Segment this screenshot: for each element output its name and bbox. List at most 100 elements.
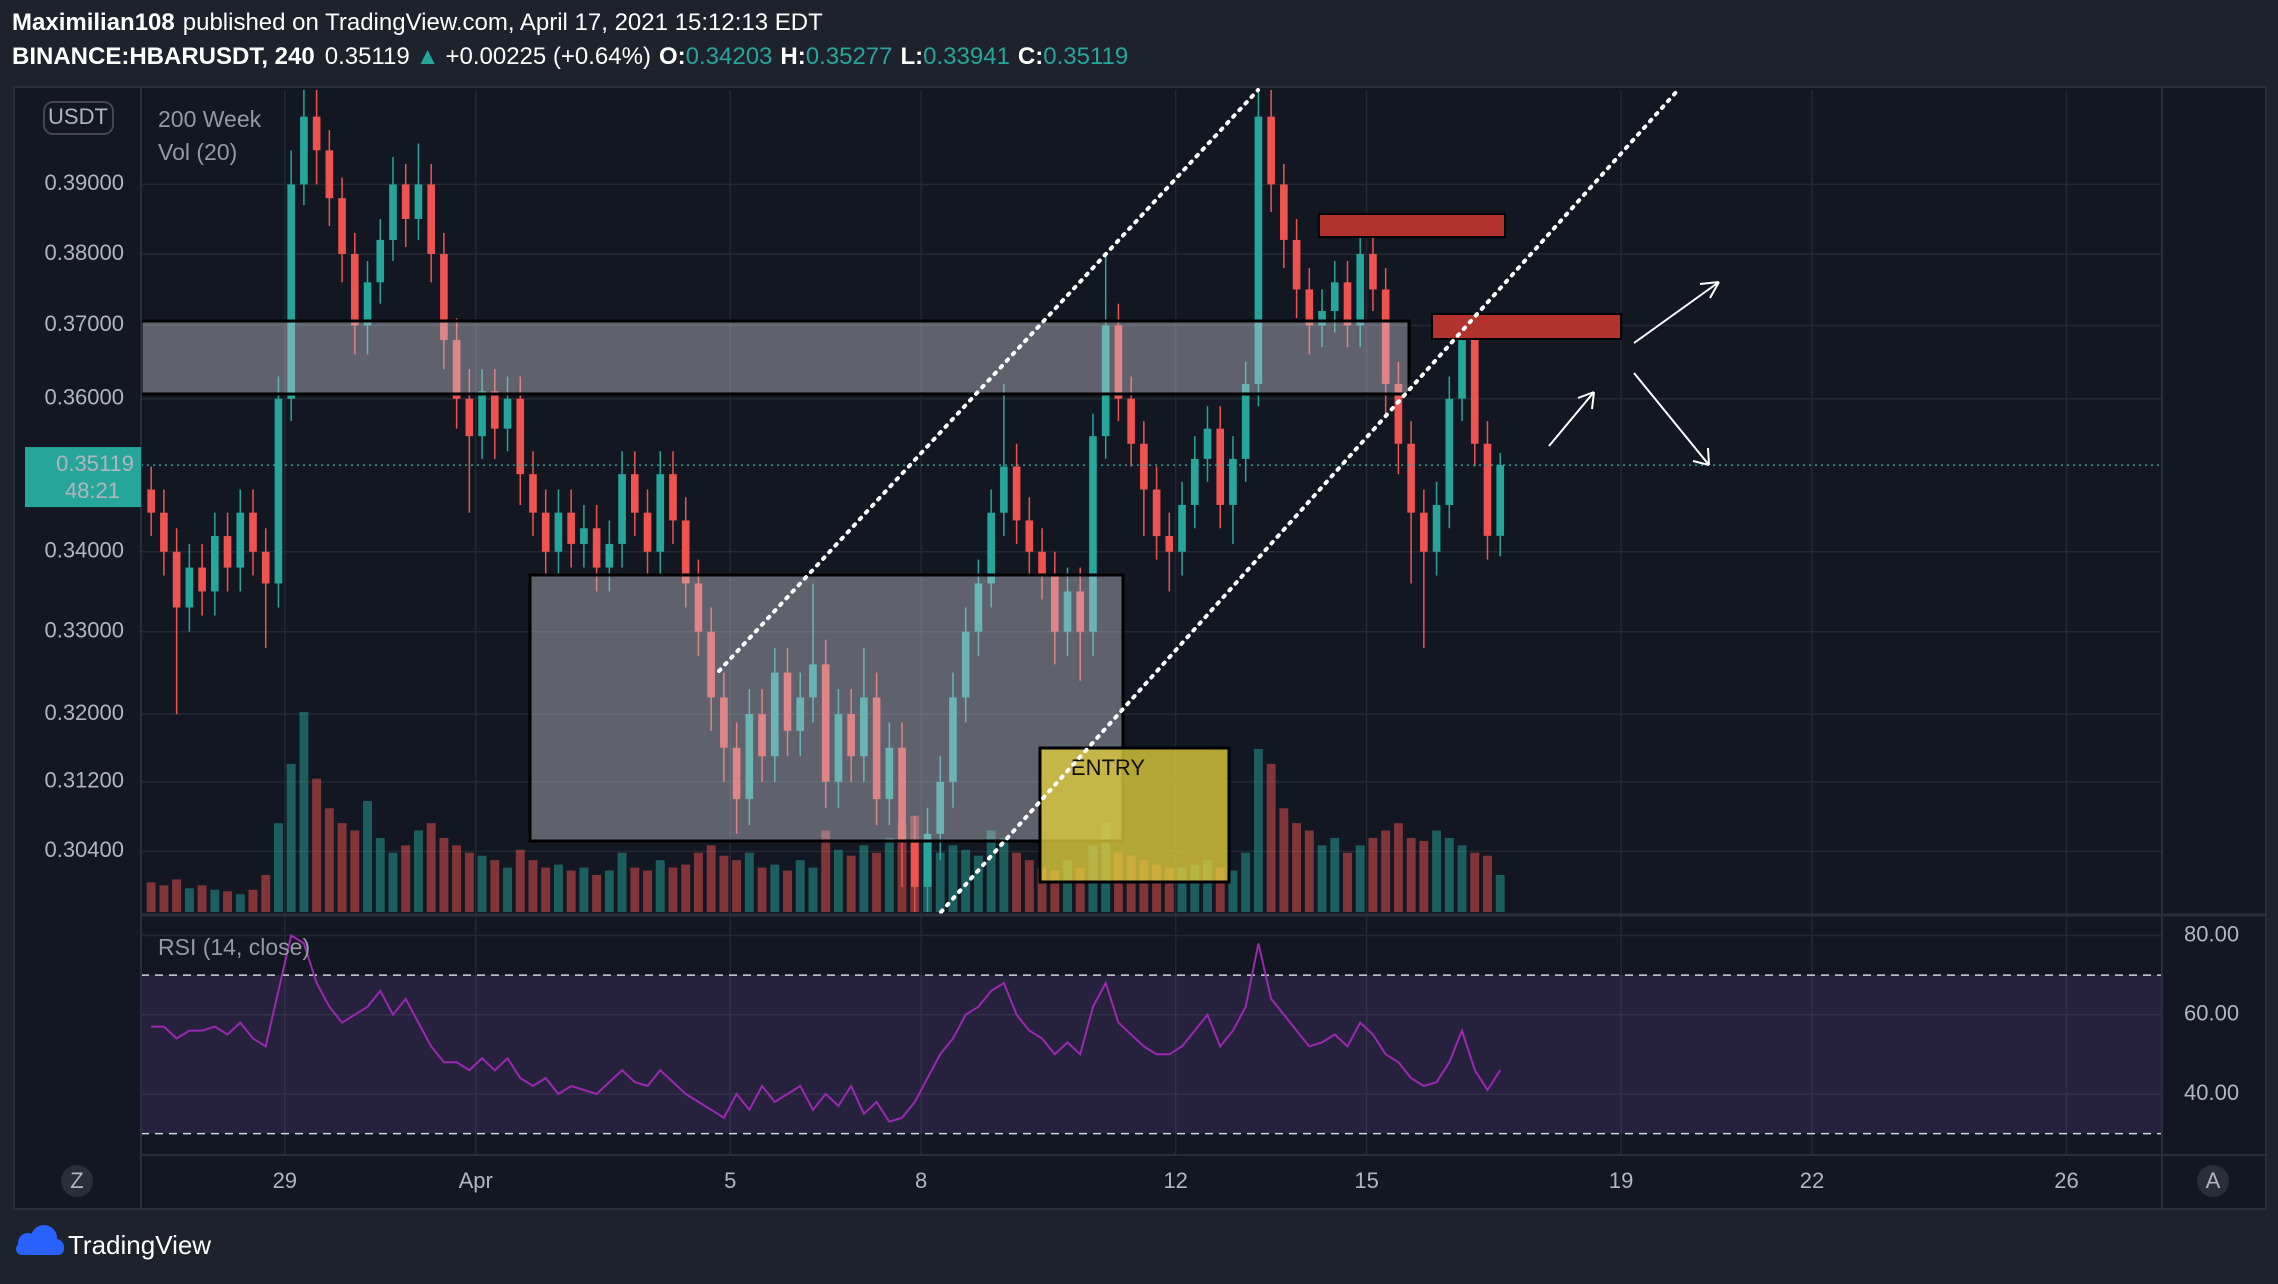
volume-bar [248, 889, 258, 912]
volume-bar [337, 823, 347, 912]
volume-bar [426, 823, 436, 912]
candle-body [618, 474, 626, 544]
last-price: 0.35119 [325, 43, 410, 70]
left-button-label[interactable]: Z [70, 1168, 83, 1193]
currency[interactable]: USDT [48, 104, 108, 129]
volume-bar [1432, 830, 1442, 912]
candle-body [567, 512, 575, 544]
x-tick-label: 15 [1354, 1168, 1378, 1193]
y-tick-label: 0.33000 [44, 618, 124, 643]
volume-bar [286, 763, 296, 912]
candle-body [338, 198, 346, 254]
y-tick-label: 0.32000 [44, 700, 124, 725]
candle-body [630, 474, 639, 513]
volume-bar [1190, 864, 1200, 912]
volume-bar [1406, 837, 1416, 912]
candle-body [1420, 512, 1428, 552]
candle-body [172, 551, 181, 608]
volume-bar [146, 882, 156, 912]
volume-bar [172, 879, 182, 912]
rsi-tick-label: 60.00 [2184, 1001, 2239, 1026]
right-button-label[interactable]: A [2206, 1168, 2221, 1193]
candle-body [1152, 489, 1161, 537]
ohlc-label: L: [901, 43, 924, 70]
volume-bar [1241, 852, 1251, 912]
right-button[interactable] [2197, 1165, 2229, 1197]
volume-bar [770, 864, 780, 912]
candle-body [554, 512, 563, 552]
candle-body [1203, 428, 1212, 459]
volume-bar [1037, 867, 1047, 912]
ohlc-label: O: [659, 43, 686, 70]
candle-body [1063, 591, 1072, 632]
volume-bar [1279, 808, 1289, 912]
author: Maximilian108 [12, 9, 175, 36]
candle-body [274, 398, 283, 584]
volume-bar [1126, 855, 1136, 912]
rsi-band [141, 975, 2162, 1134]
candle-body [758, 714, 766, 757]
candle-body [516, 398, 525, 475]
candle-body [809, 664, 817, 698]
volume-bar [592, 874, 602, 912]
candle-body [249, 512, 257, 552]
rsi-label: RSI (14, close) [158, 934, 310, 960]
candle-body [1356, 253, 1365, 326]
volume-bar [1419, 840, 1429, 912]
volume-bar [1164, 867, 1174, 912]
candle-body [1369, 253, 1377, 290]
candle-body [490, 391, 499, 429]
candle-body [936, 781, 945, 834]
publish-line: Maximilian108 published on TradingView.co… [12, 9, 823, 36]
candle-body [910, 842, 919, 887]
volume-bar [210, 889, 220, 912]
currency-button[interactable] [43, 101, 114, 135]
candle-body [1318, 310, 1326, 326]
ohlc-value: 0.33941 [923, 43, 1010, 70]
y-tick-label: 0.39000 [44, 170, 124, 195]
candle-body [643, 512, 652, 552]
candle-body [1381, 289, 1390, 384]
candle-body [1445, 398, 1454, 505]
ohlc-value: 0.35119 [1043, 43, 1128, 70]
volume-bar [1381, 830, 1391, 912]
candle-body [1165, 536, 1174, 552]
candle-body [1432, 504, 1441, 552]
volume-bar [1012, 852, 1022, 912]
candle-body [1458, 339, 1466, 399]
candle-body [1025, 520, 1034, 552]
volume-bar [1355, 845, 1365, 912]
candle-body [1241, 383, 1250, 459]
volume-bar [464, 852, 474, 912]
candle-body [1496, 465, 1505, 536]
volume-bar [948, 845, 958, 912]
left-button[interactable] [61, 1165, 93, 1197]
volume-bar [350, 830, 360, 912]
y-tick-label: 0.36000 [44, 385, 124, 410]
volume-bar [261, 874, 271, 912]
ohlc-label: C: [1018, 43, 1043, 70]
volume-bar [1063, 860, 1072, 912]
drawings: ENTRY [139, 88, 1720, 914]
volume-bar [1343, 852, 1352, 912]
volume-bar [821, 830, 831, 912]
volume-bar [503, 867, 512, 912]
candle-body [1305, 289, 1314, 326]
rsi-pane [141, 933, 2162, 1135]
volume-bar [872, 852, 882, 912]
volume-bar [1444, 837, 1454, 912]
candle-body [949, 697, 957, 782]
candle-body [1330, 282, 1339, 311]
volume-bar [1253, 749, 1263, 912]
volume-bar [693, 852, 703, 912]
ohlc-label: H: [780, 43, 805, 70]
x-tick-label: 8 [915, 1168, 927, 1193]
change: +0.00225 (+0.64%) [445, 43, 651, 70]
countdown: 48:21 [65, 478, 120, 503]
range-box [139, 319, 1411, 396]
arrows [1548, 281, 1720, 466]
x-tick-label: 26 [2054, 1168, 2078, 1193]
volume-bar [413, 830, 423, 912]
change-arrow: ▲ [416, 43, 440, 70]
